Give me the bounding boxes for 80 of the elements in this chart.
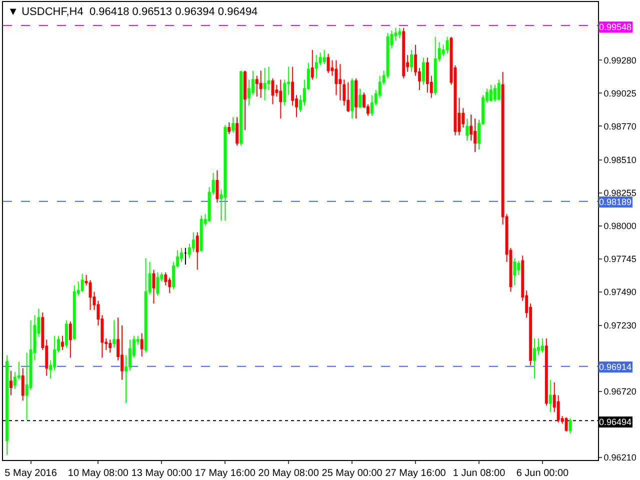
x-tick-label: 10 May 08:00 — [68, 468, 129, 479]
candlestick — [326, 53, 330, 74]
candlestick — [279, 79, 282, 119]
candlestick — [350, 78, 354, 119]
candlestick — [426, 57, 429, 94]
y-tick-label: 0.98770 — [604, 121, 636, 132]
candlestick — [259, 70, 262, 98]
x-tick-label: 13 May 00:00 — [131, 468, 192, 479]
candlestick — [434, 36, 437, 96]
candlestick — [322, 49, 326, 65]
candlestick — [9, 370, 12, 396]
candlestick — [410, 49, 414, 72]
candlestick — [446, 36, 449, 54]
candlestick — [533, 338, 536, 379]
candlestick — [402, 27, 406, 79]
candlestick — [21, 368, 24, 401]
candlestick — [64, 320, 68, 348]
candlestick — [422, 57, 425, 86]
candlestick — [310, 49, 314, 80]
candlestick — [140, 332, 144, 357]
ref-line-label: 0.96494 — [599, 417, 632, 427]
candlestick — [156, 272, 160, 296]
ref-line-label: 0.98189 — [599, 197, 632, 207]
candlestick — [314, 54, 318, 79]
candlestick — [540, 338, 544, 354]
candlestick — [346, 82, 350, 112]
candlestick — [240, 70, 242, 146]
candlestick — [184, 247, 187, 266]
candlestick — [80, 273, 84, 292]
candlestick — [232, 116, 235, 134]
candlestick — [61, 335, 64, 351]
ref-line-label: 0.96914 — [599, 362, 632, 372]
x-tick-label: 6 Jun 00:00 — [516, 468, 570, 479]
candlestick — [152, 269, 156, 304]
y-tick-label: 0.96210 — [604, 452, 636, 463]
candlestick — [338, 64, 342, 101]
x-tick-label: 17 May 16:00 — [194, 468, 256, 479]
candlestick — [544, 338, 548, 406]
ref-line-label: 0.99548 — [599, 22, 632, 32]
candlestick — [497, 79, 500, 101]
candlestick — [224, 124, 227, 222]
candlestick — [398, 27, 402, 39]
candlestick — [354, 78, 358, 119]
y-tick-label: 0.97490 — [604, 286, 636, 297]
candlestick — [513, 258, 516, 286]
candlestick — [466, 118, 469, 141]
y-tick-label: 0.99280 — [604, 55, 636, 66]
candlestick — [568, 418, 572, 434]
y-tick-label: 0.97230 — [604, 320, 636, 331]
candlestick — [196, 232, 199, 270]
candlestick — [228, 122, 231, 134]
x-tick-label: 25 May 00:00 — [322, 468, 383, 479]
y-tick-label: 0.98000 — [604, 220, 636, 231]
y-tick-label: 0.96720 — [604, 386, 636, 397]
candlestick — [216, 170, 219, 204]
candlestick — [144, 258, 148, 354]
candlestick — [271, 78, 274, 105]
candlestick — [236, 116, 239, 146]
candlestick — [72, 284, 76, 340]
x-tick-label: 1 Jun 08:00 — [452, 468, 506, 479]
candlestick — [243, 70, 246, 131]
candlestick — [548, 379, 552, 413]
candlestick — [112, 320, 116, 348]
candlestick — [5, 354, 8, 456]
y-tick-label: 0.98510 — [604, 154, 636, 165]
y-tick-label: 0.98255 — [604, 188, 636, 198]
candlestick — [68, 321, 72, 358]
candlestick — [180, 247, 183, 263]
x-tick-label: 27 May 16:00 — [385, 468, 446, 479]
candlestick — [108, 339, 112, 354]
candlestick — [263, 67, 266, 101]
chart-title: ▼ USDCHF,H4 0.96418 0.96513 0.96394 0.96494 — [8, 6, 258, 18]
candlestick — [489, 84, 492, 102]
y-tick-label: 0.97745 — [604, 254, 636, 264]
candlestick — [474, 118, 477, 153]
candlestick — [200, 214, 203, 252]
candlestick — [358, 88, 362, 109]
y-tick-label: 0.99025 — [604, 88, 636, 98]
x-tick-label: 20 May 08:00 — [258, 468, 320, 479]
x-tick-label: 5 May 2016 — [4, 468, 58, 479]
